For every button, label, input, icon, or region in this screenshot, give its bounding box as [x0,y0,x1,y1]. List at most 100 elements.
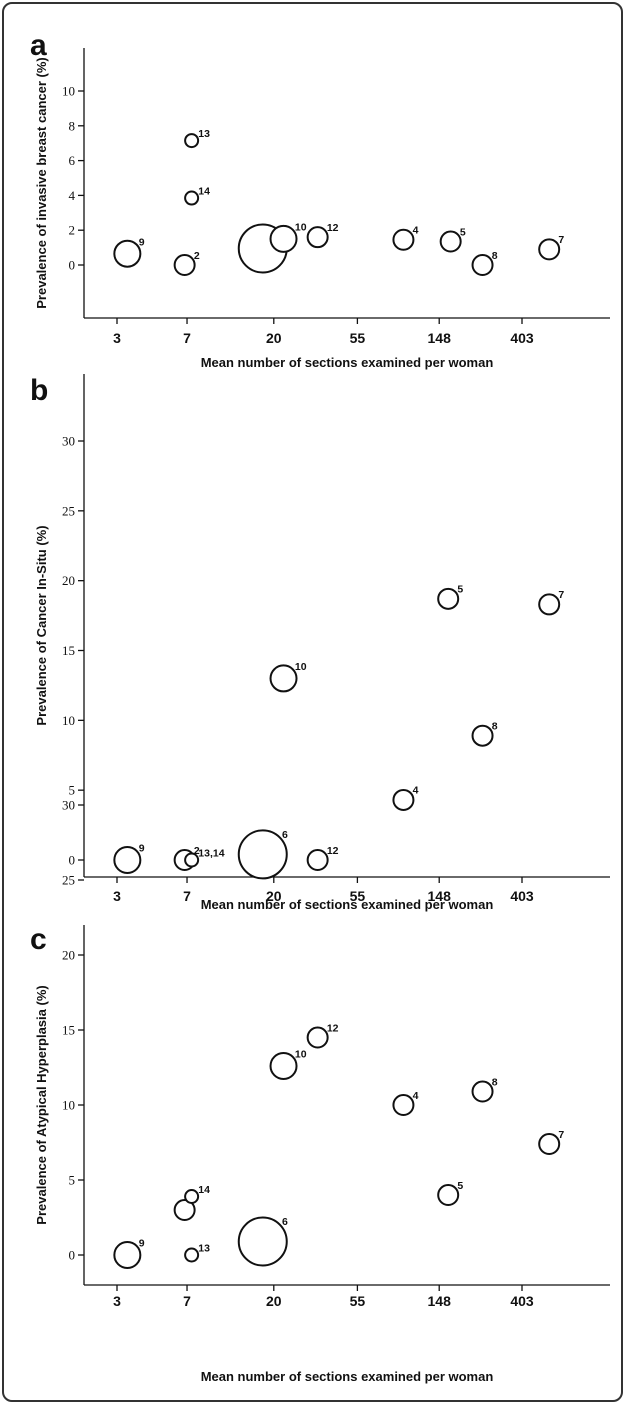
data-point [173,254,196,276]
x-tick-label: 148 [428,888,452,904]
x-tick-label: 148 [428,330,452,346]
data-point [306,1026,329,1049]
data-point-label: 12 [327,1022,339,1034]
y-tick-label: 0 [69,1248,76,1263]
x-tick-label: 55 [350,330,366,346]
y-tick-label: 30 [62,798,75,813]
data-point-label: 9 [139,236,145,248]
x-tick-label: 3 [113,330,121,346]
data-point-label: 9 [139,1238,145,1250]
data-point-label: 13 [198,128,210,140]
data-point-label: 6 [282,829,288,841]
y-tick-label: 10 [62,1098,75,1113]
data-point-label: 7 [558,1129,564,1141]
data-point [184,190,200,206]
data-point-label: 8 [492,1076,498,1088]
data-point-label: 4 [413,1090,419,1102]
data-point [538,1133,561,1155]
data-point-label: 6 [282,1216,288,1228]
data-point [184,852,200,868]
y-tick-label: 15 [62,1023,75,1038]
data-point-label: 7 [558,234,564,246]
data-point-label: 4 [413,225,419,237]
x-axis-title: Mean number of sections examined per wom… [201,897,494,912]
y-tick-label: 5 [69,783,76,798]
data-point [184,133,200,149]
data-point [538,238,561,261]
data-point [437,1184,460,1206]
y-tick-label: 5 [69,1173,76,1188]
data-point [269,1052,298,1080]
x-axis-title: Mean number of sections examined per wom… [201,1369,494,1384]
data-point [471,254,494,276]
x-tick-label: 55 [350,888,366,904]
y-tick-label: 6 [69,153,76,168]
x-tick-label: 20 [266,330,282,346]
data-point [184,1189,200,1204]
data-point-label: 9 [139,843,145,855]
y-axis-title: Prevalence of Atypical Hyperplasia (%) [34,985,49,1224]
panel-letter: c [30,923,47,956]
data-point [538,593,561,616]
data-point-label: 5 [457,1180,463,1192]
data-point [471,724,494,747]
data-point-label: 14 [198,1184,210,1196]
data-point [113,239,142,268]
x-tick-label: 7 [183,330,191,346]
x-axis-title: Mean number of sections examined per wom… [201,355,494,370]
x-tick-label: 403 [510,1293,534,1309]
x-tick-label: 3 [113,1293,121,1309]
y-tick-label: 4 [69,188,76,203]
data-point-label: 5 [457,584,463,596]
panel-letter: b [30,374,48,407]
y-tick-label: 30 [62,434,75,449]
y-tick-label: 0 [69,853,76,868]
data-point [392,1094,415,1116]
data-point-label: 12 [327,222,339,234]
data-point [113,1241,142,1269]
data-point-label: 13 [198,1242,210,1254]
data-point-label: 14 [198,185,210,197]
y-tick-label: 20 [62,948,75,963]
data-point [269,664,298,693]
x-tick-label: 3 [113,888,121,904]
data-point [237,829,288,880]
data-point [113,846,142,874]
data-point-label: 8 [492,720,498,732]
x-tick-label: 403 [510,330,534,346]
data-point-label: 10 [295,1049,307,1061]
data-point [269,224,298,253]
data-point [306,226,329,249]
y-tick-label: 20 [62,573,75,588]
y-tick-label: 25 [62,873,75,888]
x-tick-label: 148 [428,1293,452,1309]
x-tick-label: 403 [510,888,534,904]
y-tick-label: 25 [62,503,75,518]
data-point-label: 7 [558,589,564,601]
x-tick-label: 20 [266,888,282,904]
data-point [439,230,462,253]
data-point [437,587,460,610]
x-tick-label: 20 [266,1293,282,1309]
data-point-label: 2 [194,845,200,857]
y-tick-label: 10 [62,713,75,728]
data-point-label: 10 [295,222,307,234]
x-tick-label: 7 [183,1293,191,1309]
x-tick-label: 7 [183,888,191,904]
data-point-label: 5 [460,226,466,238]
data-point [306,849,329,871]
data-point-label: 2 [194,250,200,262]
data-point-label: 10 [295,661,307,673]
y-tick-label: 8 [69,118,76,133]
data-point [173,1199,196,1221]
y-tick-label: 10 [62,84,75,99]
data-point-label: 8 [492,250,498,262]
data-point [392,228,415,251]
data-point [392,788,415,811]
data-point [471,1080,494,1103]
panel-letter: a [30,29,47,62]
